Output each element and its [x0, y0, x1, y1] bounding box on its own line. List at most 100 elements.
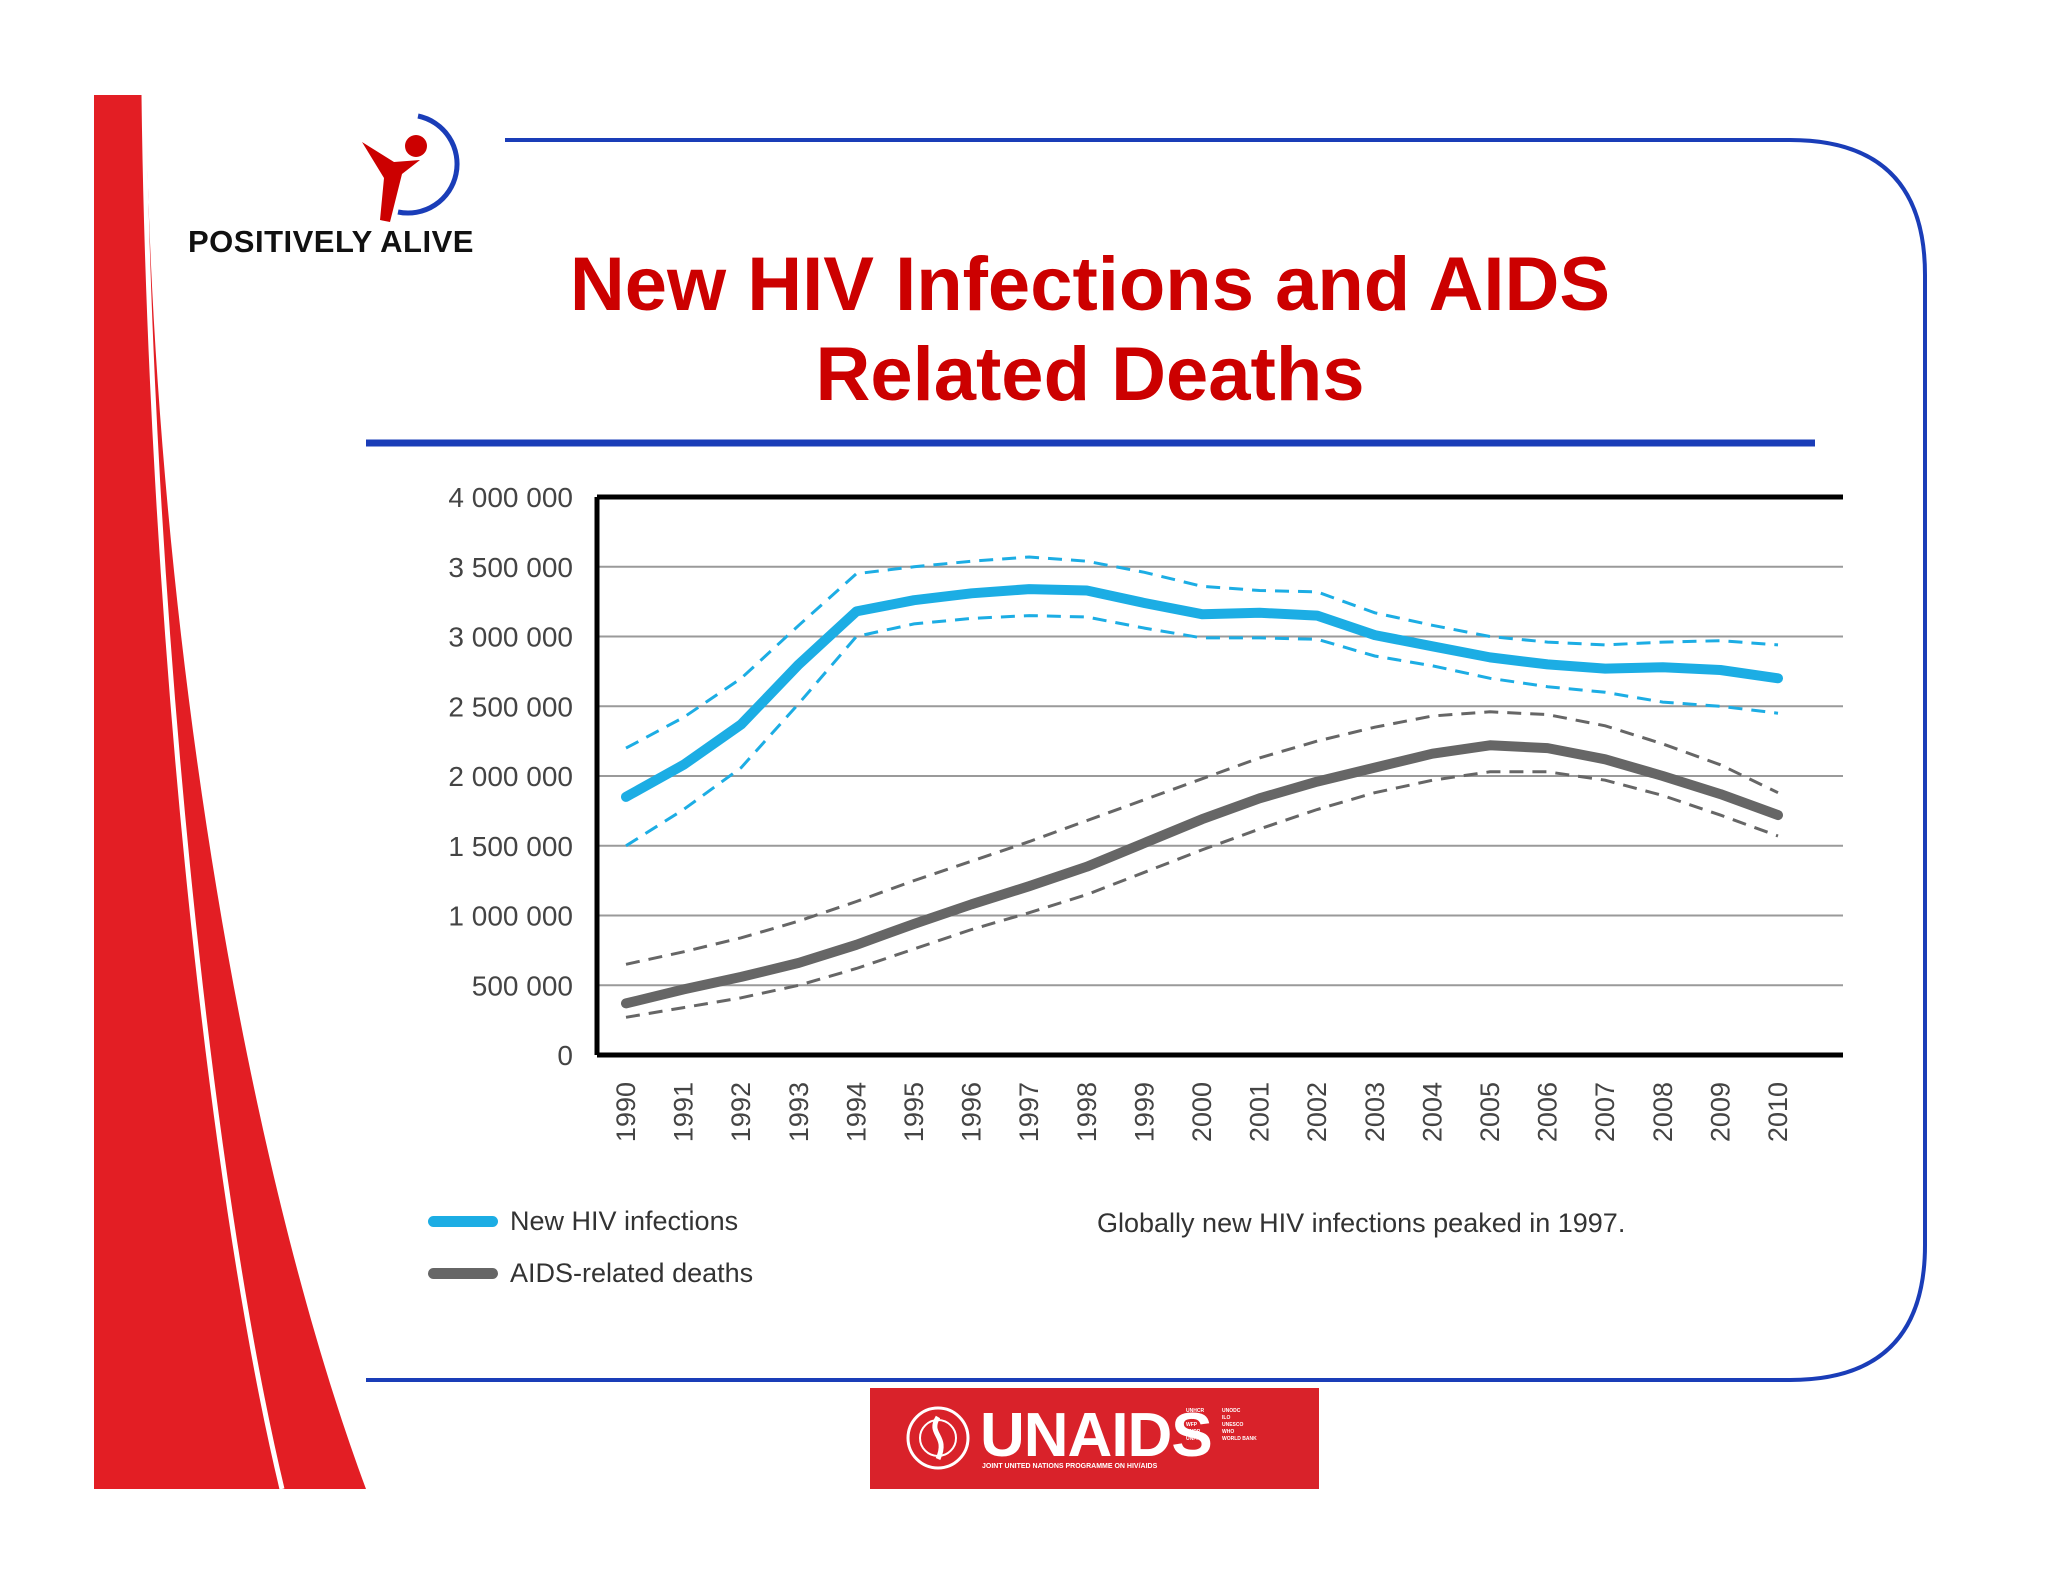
data-point-aids-deaths [739, 975, 743, 979]
data-point-new-infections [682, 763, 686, 767]
series-lower-bound-aids-deaths [625, 770, 1779, 1019]
data-point-aids-deaths [1718, 792, 1722, 796]
x-tick-label: 1994 [841, 1082, 871, 1142]
data-point-new-infections [970, 591, 974, 595]
series-lower-bound-new-infections [625, 614, 1779, 848]
cosponsor-name: UNDP [1186, 1429, 1201, 1435]
cosponsor-name: WORLD BANK [1222, 1436, 1257, 1442]
cosponsor-name: UNHCR [1186, 1408, 1205, 1414]
title-line-2: Related Deaths [815, 332, 1365, 417]
data-point-aids-deaths [970, 902, 974, 906]
y-tick-label: 1 500 000 [448, 831, 573, 862]
y-tick-label: 4 000 000 [448, 482, 573, 513]
data-point-aids-deaths [1776, 813, 1780, 817]
data-point-aids-deaths [1315, 780, 1319, 784]
data-point-new-infections [1373, 633, 1377, 637]
y-tick-label: 3 500 000 [448, 552, 573, 583]
x-tick-label: 1992 [726, 1082, 756, 1142]
x-tick-label: 2000 [1187, 1082, 1217, 1142]
legend-label-aids-deaths: AIDS-related deaths [510, 1258, 754, 1288]
x-tick-label: 1996 [957, 1082, 987, 1142]
data-point-aids-deaths [1258, 796, 1262, 800]
x-tick-label: 2008 [1648, 1082, 1678, 1142]
left-red-swoosh [94, 95, 366, 1489]
cosponsor-list-1: UNHCR UNICEF WFP UNDP UNFPA [1186, 1408, 1205, 1443]
data-point-new-infections [797, 662, 801, 666]
data-point-new-infections [854, 609, 858, 613]
data-point-new-infections [1661, 665, 1665, 669]
series-upper-bound-aids-deaths [625, 710, 1779, 966]
title-line-1: New HIV Infections and AIDS [569, 242, 1611, 327]
positively-alive-logo-icon [362, 113, 460, 222]
data-point-new-infections [912, 598, 916, 602]
chart-annotation: Globally new HIV infections peaked in 19… [1097, 1208, 1626, 1238]
data-point-new-infections [1085, 588, 1089, 592]
cosponsor-list-2: UNODC ILO UNESCO WHO WORLD BANK [1222, 1408, 1257, 1443]
x-tick-label: 2004 [1417, 1082, 1447, 1142]
unaids-badge [870, 1388, 1319, 1489]
x-tick-label: 2001 [1245, 1082, 1275, 1142]
data-point-new-infections [739, 722, 743, 726]
data-point-aids-deaths [1661, 774, 1665, 778]
legend-swatch-aids-deaths [428, 1268, 498, 1279]
x-tick-label: 1995 [899, 1082, 929, 1142]
cosponsor-name: UNFPA [1186, 1436, 1203, 1442]
data-point-aids-deaths [854, 943, 858, 947]
cosponsor-name: WHO [1222, 1429, 1235, 1435]
un-emblem-icon [906, 1406, 970, 1470]
y-tick-label: 500 000 [472, 970, 573, 1001]
x-tick-label: 2006 [1533, 1082, 1563, 1142]
data-point-new-infections [1258, 611, 1262, 615]
data-point-aids-deaths [682, 987, 686, 991]
legend-swatch-new-infections [428, 1216, 498, 1227]
data-point-aids-deaths [797, 961, 801, 965]
x-tick-label: 1998 [1072, 1082, 1102, 1142]
x-tick-label: 2007 [1590, 1082, 1620, 1142]
y-tick-label: 2 500 000 [448, 691, 573, 722]
data-point-new-infections [1546, 662, 1550, 666]
page-title: New HIV Infections and AIDS Related Deat… [440, 240, 1740, 420]
data-point-aids-deaths [912, 922, 916, 926]
x-tick-label: 1997 [1014, 1082, 1044, 1142]
cosponsor-name: UNICEF [1186, 1415, 1205, 1421]
x-tick-label: 1999 [1129, 1082, 1159, 1142]
data-point-new-infections [1488, 655, 1492, 659]
data-point-aids-deaths [1027, 884, 1031, 888]
data-point-aids-deaths [1373, 766, 1377, 770]
data-point-aids-deaths [624, 1001, 628, 1005]
unaids-tagline: JOINT UNITED NATIONS PROGRAMME ON HIV/AI… [982, 1463, 1158, 1470]
data-point-aids-deaths [1142, 841, 1146, 845]
logo-text: POSITIVELY ALIVE [188, 224, 474, 259]
data-point-new-infections [1142, 601, 1146, 605]
left-white-stripe [141, 94, 285, 1490]
data-point-new-infections [1200, 612, 1204, 616]
cosponsor-name: ILO [1222, 1415, 1231, 1421]
x-tick-label: 2010 [1763, 1082, 1793, 1142]
data-point-new-infections [624, 795, 628, 799]
data-point-new-infections [1430, 644, 1434, 648]
data-point-aids-deaths [1430, 752, 1434, 756]
x-tick-label: 2009 [1705, 1082, 1735, 1142]
data-point-new-infections [1027, 587, 1031, 591]
y-tick-label: 3 000 000 [448, 622, 573, 653]
blue-frame-border [366, 138, 1927, 1382]
cosponsor-name: WFP [1186, 1422, 1198, 1428]
data-point-new-infections [1718, 668, 1722, 672]
data-point-new-infections [1603, 667, 1607, 671]
y-tick-label: 2 000 000 [448, 761, 573, 792]
cosponsor-name: UNODC [1222, 1408, 1241, 1414]
x-tick-label: 1991 [669, 1082, 699, 1142]
data-point-aids-deaths [1603, 757, 1607, 761]
data-point-aids-deaths [1488, 743, 1492, 747]
y-tick-label: 0 [557, 1040, 573, 1071]
data-point-aids-deaths [1200, 817, 1204, 821]
legend-label-new-infections: New HIV infections [510, 1206, 739, 1236]
series-line-aids-deaths [621, 740, 1783, 1009]
series-upper-bound-new-infections [625, 555, 1779, 750]
x-tick-label: 1990 [611, 1082, 641, 1142]
cosponsor-name: UNESCO [1222, 1422, 1244, 1428]
data-point-aids-deaths [1546, 746, 1550, 750]
